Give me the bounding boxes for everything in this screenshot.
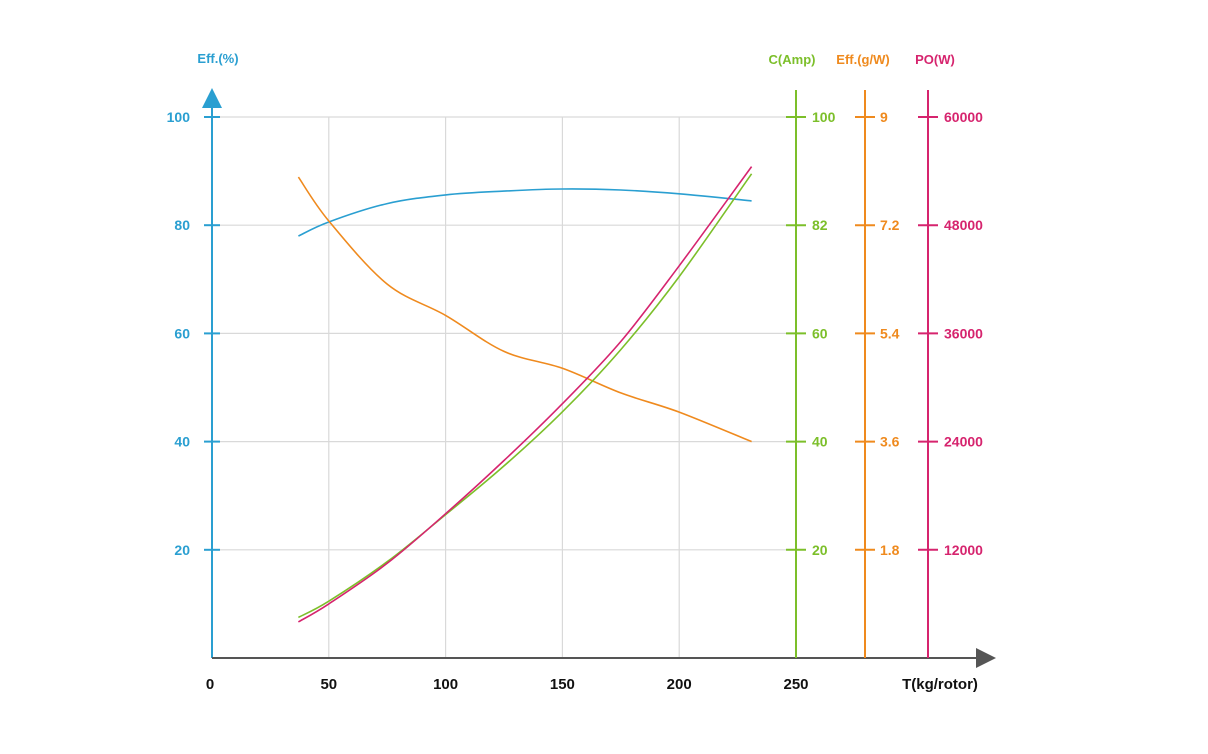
current-tick-label: 40 xyxy=(812,434,828,450)
current-tick-label: 20 xyxy=(812,542,828,558)
eff_gw-tick-label: 9 xyxy=(880,109,888,125)
power-tick-label: 24000 xyxy=(944,434,983,450)
grid-lines xyxy=(212,116,796,658)
eff_gw-tick-label: 1.8 xyxy=(880,542,900,558)
power-tick-label: 12000 xyxy=(944,542,983,558)
eff_gw-tick-label: 3.6 xyxy=(880,434,900,450)
x-tick-label: 150 xyxy=(550,676,575,693)
left-y-tick-label: 60 xyxy=(174,325,190,341)
current-tick-label: 60 xyxy=(812,325,828,341)
x-tick-label: 200 xyxy=(667,676,692,693)
x-tick-label: 0 xyxy=(206,676,214,693)
current-tick-label: 100 xyxy=(812,109,836,125)
left-y-tick-label: 20 xyxy=(174,542,190,558)
power-series-line xyxy=(297,166,753,623)
current-axis-title: C(Amp) xyxy=(769,52,816,67)
axes xyxy=(202,88,996,668)
eff_gw-axis-title: Eff.(g/W) xyxy=(836,52,889,67)
power-axis-title: PO(W) xyxy=(915,52,955,67)
left-y-tick-label: 80 xyxy=(174,217,190,233)
axis-labels: 20 40 60 80 100 Eff.(%) 0 50 100 150 200 250 T(kg/ro… xyxy=(167,51,984,693)
eff_gw-series-line xyxy=(297,176,752,443)
x-axis-title: T(kg/rotor) xyxy=(902,676,978,693)
left-y-tick-label: 100 xyxy=(167,109,191,125)
power-tick-label: 36000 xyxy=(944,325,983,341)
x-tick-label: 250 xyxy=(783,676,808,693)
x-tick-label: 100 xyxy=(433,676,458,693)
x-tick-label: 50 xyxy=(320,676,337,693)
series-lines xyxy=(297,166,753,623)
left-y-tick-label: 40 xyxy=(174,434,190,450)
power-tick-label: 60000 xyxy=(944,109,983,125)
current-series-line xyxy=(298,173,753,619)
current-tick-label: 82 xyxy=(812,217,828,233)
power-tick-label: 48000 xyxy=(944,217,983,233)
eff_pct-series-line xyxy=(298,188,752,237)
eff_gw-tick-label: 7.2 xyxy=(880,217,900,233)
eff_gw-tick-label: 5.4 xyxy=(880,325,900,341)
left-y-axis-title: Eff.(%) xyxy=(197,51,238,66)
